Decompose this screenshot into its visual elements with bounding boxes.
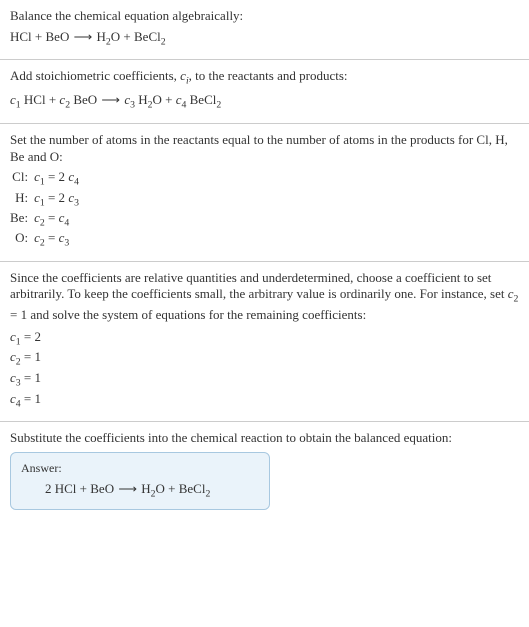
- intro-text: Balance the chemical equation algebraica…: [10, 8, 519, 25]
- rhs-sub: 3: [64, 238, 69, 249]
- coeff-line: c3 = 1: [10, 369, 519, 390]
- eq-mid: =: [45, 210, 59, 225]
- table-row: Be: c2 = c4: [10, 210, 85, 230]
- term-3a: H: [135, 92, 148, 107]
- coeff-line: c1 = 2: [10, 328, 519, 349]
- element-label: Be:: [10, 210, 34, 230]
- add-coeff-text: Add stoichiometric coefficients, ci, to …: [10, 68, 519, 88]
- section-add-coefficients: Add stoichiometric coefficients, ci, to …: [0, 60, 529, 124]
- answer-lhs: 2 HCl + BeO: [45, 481, 117, 496]
- coeff-line: c2 = 1: [10, 348, 519, 369]
- add-coeff-text-a: Add stoichiometric coefficients,: [10, 68, 180, 83]
- reactant-1: HCl: [10, 29, 32, 44]
- solve-text-a: Since the coefficients are relative quan…: [10, 270, 508, 302]
- product-2a: BeCl: [134, 29, 161, 44]
- unbalanced-equation: HCl + BeO ⟶ H2O + BeCl2: [10, 29, 519, 49]
- plus-2: +: [120, 29, 134, 44]
- substitute-text: Substitute the coefficients into the che…: [10, 430, 519, 447]
- atom-eq-text: Set the number of atoms in the reactants…: [10, 132, 519, 166]
- atom-equations-table: Cl: c1 = 2 c4 H: c1 = 2 c3 Be: c2 = c4 O…: [10, 169, 85, 250]
- eq-mid: = 2: [45, 169, 69, 184]
- coeff-rhs: = 2: [21, 329, 41, 344]
- atom-equation: c1 = 2 c4: [34, 169, 85, 189]
- solve-text-b: = 1 and solve the system of equations fo…: [10, 307, 366, 322]
- answer-box: Answer: 2 HCl + BeO ⟶ H2O + BeCl2: [10, 452, 270, 510]
- reactant-2: BeO: [46, 29, 70, 44]
- table-row: O: c2 = c3: [10, 230, 85, 250]
- eq-mid: = 2: [45, 190, 69, 205]
- solve-text: Since the coefficients are relative quan…: [10, 270, 519, 324]
- add-coeff-text-b: , to the reactants and products:: [189, 68, 348, 83]
- coeff-rhs: = 1: [21, 370, 41, 385]
- term-2: BeO: [70, 92, 100, 107]
- coeff-line: c4 = 1: [10, 390, 519, 411]
- element-label: Cl:: [10, 169, 34, 189]
- rhs-sub: 3: [74, 197, 79, 208]
- element-label: O:: [10, 230, 34, 250]
- element-label: H:: [10, 190, 34, 210]
- rhs-sub: 4: [64, 218, 69, 229]
- table-row: H: c1 = 2 c3: [10, 190, 85, 210]
- coefficient-values: c1 = 2 c2 = 1 c3 = 1 c4 = 1: [10, 328, 519, 411]
- section-balance-intro: Balance the chemical equation algebraica…: [0, 0, 529, 60]
- rhs-sub: 4: [74, 177, 79, 188]
- set-c-sub: 2: [514, 294, 519, 305]
- coeff-arrow: ⟶: [100, 92, 124, 107]
- reaction-arrow: ⟶: [69, 29, 96, 44]
- section-answer: Substitute the coefficients into the che…: [0, 422, 529, 521]
- product-2-sub: 2: [161, 36, 166, 47]
- section-solve: Since the coefficients are relative quan…: [0, 262, 529, 422]
- answer-h: H: [138, 481, 151, 496]
- atom-equation: c2 = c3: [34, 230, 85, 250]
- product-1a: H: [97, 29, 106, 44]
- answer-becl: O + BeCl: [156, 481, 206, 496]
- term-4a: BeCl: [186, 92, 216, 107]
- answer-label: Answer:: [21, 461, 259, 477]
- coeff-rhs: = 1: [21, 391, 41, 406]
- term-3b: O +: [152, 92, 175, 107]
- term-4-sub: 2: [216, 100, 221, 111]
- coeff-equation: c1 HCl + c2 BeO ⟶ c3 H2O + c4 BeCl2: [10, 92, 519, 112]
- balanced-equation: 2 HCl + BeO ⟶ H2O + BeCl2: [21, 481, 259, 501]
- atom-equation: c1 = 2 c3: [34, 190, 85, 210]
- product-1b: O: [111, 29, 120, 44]
- answer-arrow: ⟶: [117, 481, 138, 496]
- table-row: Cl: c1 = 2 c4: [10, 169, 85, 189]
- eq-mid: =: [45, 230, 59, 245]
- term-1: HCl +: [21, 92, 60, 107]
- plus-1: +: [32, 29, 46, 44]
- coeff-rhs: = 1: [21, 349, 41, 364]
- answer-becl-sub: 2: [205, 489, 210, 500]
- section-atom-equations: Set the number of atoms in the reactants…: [0, 124, 529, 262]
- atom-equation: c2 = c4: [34, 210, 85, 230]
